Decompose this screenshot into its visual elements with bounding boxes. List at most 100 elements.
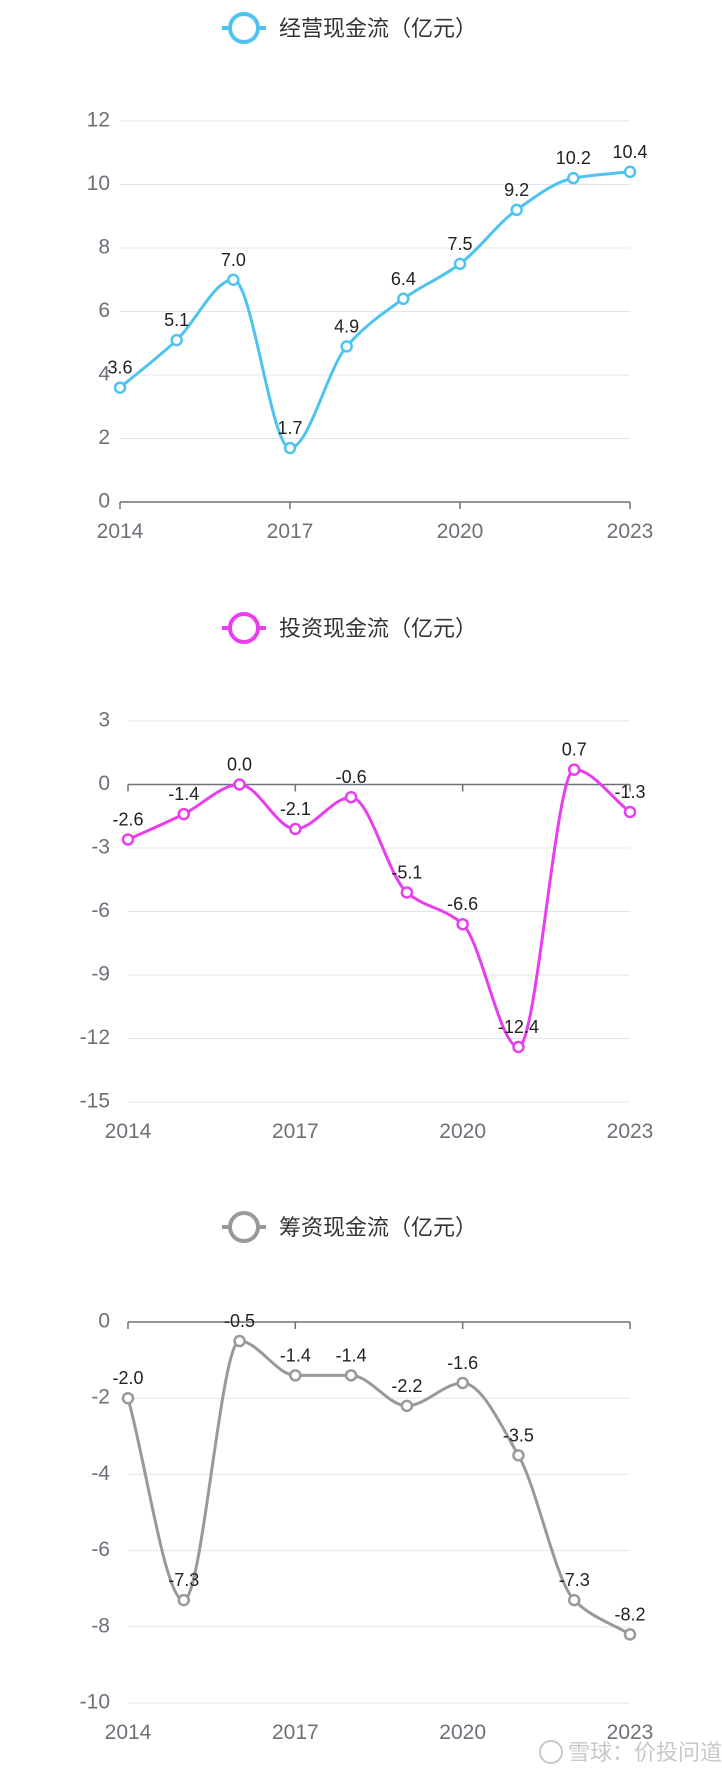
data-point[interactable] <box>456 917 469 931</box>
y-tick-label: 4 <box>98 363 110 386</box>
legend[interactable]: 经营现金流（亿元） <box>222 12 477 44</box>
x-tick-label: 2020 <box>439 1721 486 1744</box>
data-point[interactable] <box>623 1628 637 1641</box>
investing-cashflow-chart: 投资现金流（亿元） 3 0 -3 -6 -9 -12 -15 2014 2017 2020 2023 -… <box>80 612 653 1143</box>
data-point[interactable] <box>567 1593 581 1607</box>
data-point[interactable] <box>289 822 302 836</box>
series-line <box>118 170 632 450</box>
y-tick-label: -3 <box>91 836 110 859</box>
y-tick-label: 12 <box>87 109 110 132</box>
data-point[interactable] <box>453 257 467 271</box>
x-tick-label: 2020 <box>439 1120 486 1143</box>
data-point[interactable] <box>283 441 297 455</box>
data-point[interactable] <box>227 273 240 286</box>
data-point[interactable] <box>512 1449 525 1462</box>
data-point[interactable] <box>400 1399 414 1413</box>
data-label: 7.5 <box>447 234 472 254</box>
data-label: -1.6 <box>447 1353 478 1373</box>
data-point[interactable] <box>113 381 127 394</box>
watermark: 雪球：价投问道 <box>539 1740 722 1765</box>
data-label: -1.4 <box>336 1345 367 1365</box>
data-point[interactable] <box>121 833 135 846</box>
data-label: -0.5 <box>224 1311 255 1331</box>
data-point[interactable] <box>400 886 414 899</box>
financing-cashflow-chart: 筹资现金流（亿元） 0 -2 -4 -6 -8 -10 2014 2017 2020 2023 -2.… <box>80 1211 654 1744</box>
data-point[interactable] <box>233 1334 246 1348</box>
data-label: -12.4 <box>498 1017 539 1037</box>
data-point[interactable] <box>567 763 581 776</box>
x-tick-label: 2014 <box>105 1120 152 1143</box>
data-point[interactable] <box>177 807 191 821</box>
x-tick-label: 2014 <box>97 520 144 543</box>
snowball-logo-icon <box>539 1740 563 1764</box>
data-label: -2.6 <box>112 810 143 830</box>
data-label: -0.6 <box>336 767 367 787</box>
y-tick-label: 6 <box>98 299 110 322</box>
data-point[interactable] <box>510 203 523 217</box>
x-tick-label: 2020 <box>437 520 484 543</box>
legend[interactable]: 筹资现金流（亿元） <box>222 1211 477 1243</box>
x-tick-label: 2023 <box>607 1721 654 1744</box>
y-tick-label: -9 <box>91 963 110 986</box>
legend-label: 经营现金流（亿元） <box>279 16 477 41</box>
series-line <box>126 1339 632 1636</box>
data-label: -5.1 <box>391 862 422 882</box>
data-point[interactable] <box>233 778 246 791</box>
data-point[interactable] <box>567 171 580 185</box>
legend[interactable]: 投资现金流（亿元） <box>222 612 477 644</box>
legend-circle-icon <box>228 1211 260 1243</box>
data-label: 3.6 <box>107 358 132 378</box>
data-point[interactable] <box>456 1376 469 1390</box>
data-point[interactable] <box>623 165 637 179</box>
y-tick-label: 3 <box>98 709 110 732</box>
data-label: -2.0 <box>112 1368 143 1388</box>
data-point[interactable] <box>623 805 637 819</box>
data-point[interactable] <box>121 1391 135 1405</box>
data-label: 1.7 <box>277 418 302 438</box>
data-label: 9.2 <box>504 180 529 200</box>
y-tick-label: -8 <box>91 1614 110 1637</box>
data-point[interactable] <box>340 340 353 353</box>
data-label: -1.4 <box>280 1345 311 1365</box>
data-label: 0.0 <box>227 755 252 775</box>
data-point[interactable] <box>344 1369 358 1382</box>
legend-circle-icon <box>228 12 260 44</box>
data-label: -1.4 <box>168 784 199 804</box>
x-tick-label: 2017 <box>267 520 314 543</box>
data-label: 10.2 <box>556 148 591 168</box>
data-label: 4.9 <box>334 316 359 336</box>
x-tick-label: 2017 <box>272 1120 319 1143</box>
x-tick-label: 2023 <box>607 520 654 543</box>
legend-label: 投资现金流（亿元） <box>279 616 477 641</box>
y-tick-label: 2 <box>98 426 110 449</box>
y-tick-label: -6 <box>91 1538 110 1561</box>
y-tick-label: 8 <box>98 236 110 259</box>
y-tick-label: -2 <box>91 1386 110 1409</box>
data-label: -7.3 <box>168 1570 199 1590</box>
data-label: -7.3 <box>559 1570 590 1590</box>
operating-cashflow-chart: 经营现金流（亿元） 0 2 4 6 8 10 12 2014 2017 2020 2023 3.6 5.1… <box>87 12 654 543</box>
data-point[interactable] <box>289 1369 302 1382</box>
data-point[interactable] <box>177 1593 191 1607</box>
watermark-text: 雪球：价投问道 <box>568 1740 722 1765</box>
data-label: 5.1 <box>164 310 189 330</box>
y-tick-label: 0 <box>98 490 110 513</box>
data-label: -3.5 <box>503 1425 534 1445</box>
series-line <box>126 768 632 1049</box>
data-point[interactable] <box>512 1040 525 1054</box>
y-tick-label: -6 <box>91 899 110 922</box>
data-label: 0.7 <box>562 740 587 760</box>
y-tick-label: -12 <box>80 1026 110 1049</box>
data-point[interactable] <box>170 333 183 347</box>
y-tick-label: 0 <box>98 1310 110 1333</box>
data-label: -2.2 <box>391 1376 422 1396</box>
data-label: 6.4 <box>391 269 416 289</box>
legend-circle-icon <box>228 612 260 644</box>
y-tick-label: 10 <box>87 172 110 195</box>
data-label: -6.6 <box>447 894 478 914</box>
data-point[interactable] <box>344 790 358 804</box>
data-point[interactable] <box>397 292 410 306</box>
data-label: -2.1 <box>280 799 311 819</box>
y-tick-label: -4 <box>91 1462 110 1485</box>
